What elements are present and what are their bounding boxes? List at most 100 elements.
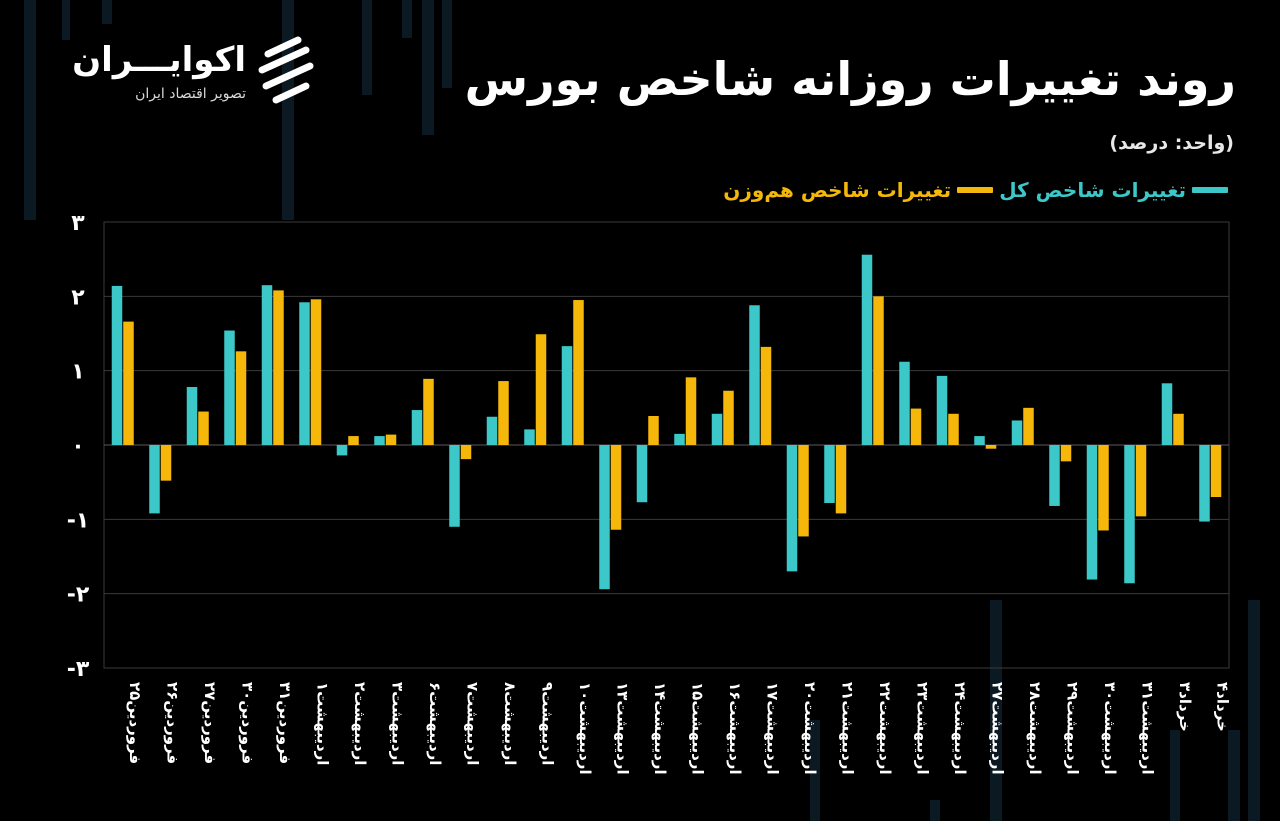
x-tick-label: ۲۰اردیبهشت bbox=[801, 682, 819, 775]
brand-logo: اکوایـــران تصویر اقتصاد ایران bbox=[48, 36, 318, 116]
bar-total-index bbox=[149, 445, 160, 514]
bar-equal-weight bbox=[535, 334, 547, 445]
bar-equal-weight bbox=[985, 445, 997, 449]
y-tick-label: ۲ bbox=[71, 285, 85, 310]
y-tick-label: ۱ bbox=[71, 360, 84, 385]
x-tick-label: ۱۷اردیبهشت bbox=[763, 682, 781, 775]
bar-equal-weight bbox=[835, 445, 847, 514]
bar-total-index bbox=[449, 445, 460, 527]
bar-equal-weight bbox=[910, 408, 922, 445]
x-tick-label: ۳خرداد bbox=[1176, 682, 1194, 732]
x-tick-label: ۲۶فروردین bbox=[163, 682, 181, 764]
chart-title: روند تغییرات روزانه شاخص بورس bbox=[464, 52, 1236, 106]
x-tick-label: ۲۱اردیبهشت bbox=[838, 682, 856, 775]
brand-name: اکوایـــران bbox=[72, 40, 246, 80]
x-tick-label: ۲۳اردیبهشت bbox=[913, 682, 931, 775]
x-tick-label: ۲۵فروردین bbox=[126, 682, 144, 764]
bar-total-index bbox=[974, 436, 985, 445]
bar-equal-weight bbox=[648, 416, 659, 445]
bar-equal-weight bbox=[198, 411, 209, 445]
x-tick-label: ۲۷فروردین bbox=[201, 682, 219, 764]
legend-item-total-index: تغییرات شاخص کل bbox=[999, 178, 1228, 202]
x-tick-label: ۳۱اردیبهشت bbox=[1138, 682, 1156, 775]
ekoiran-logo-icon bbox=[258, 36, 314, 104]
bar-equal-weight bbox=[235, 351, 247, 445]
bar-total-index bbox=[599, 445, 610, 590]
bar-total-index bbox=[1086, 445, 1098, 580]
x-tick-label: ۲۸اردیبهشت bbox=[1026, 682, 1044, 775]
bar-equal-weight bbox=[685, 377, 697, 445]
bar-equal-weight bbox=[160, 445, 172, 481]
bar-equal-weight bbox=[610, 445, 622, 530]
bar-total-index bbox=[674, 433, 685, 445]
bar-total-index bbox=[824, 445, 835, 503]
bar-equal-weight bbox=[273, 290, 284, 445]
x-tick-label: ۱۴اردیبهشت bbox=[651, 682, 669, 775]
bar-equal-weight bbox=[1098, 445, 1109, 531]
legend-swatch-total-index bbox=[1192, 187, 1228, 193]
bar-total-index bbox=[786, 445, 798, 572]
x-tick-label: ۸اردیبهشت bbox=[501, 682, 519, 765]
x-tick-label: ۷اردیبهشت bbox=[463, 682, 481, 765]
bar-equal-weight bbox=[423, 378, 434, 445]
x-tick-label: ۲۷اردیبهشت bbox=[988, 682, 1006, 775]
x-tick-label: ۹اردیبهشت bbox=[538, 682, 556, 765]
bar-total-index bbox=[261, 285, 273, 445]
y-tick-label: -۲ bbox=[67, 583, 90, 608]
bar-total-index bbox=[1011, 420, 1023, 445]
bar-total-index bbox=[411, 410, 423, 445]
x-tick-label: ۱۵اردیبهشت bbox=[688, 682, 706, 775]
x-tick-label: ۲۹اردیبهشت bbox=[1063, 682, 1081, 775]
x-tick-label: ۲اردیبهشت bbox=[351, 682, 369, 765]
unit-label: (واحد: درصد) bbox=[1109, 132, 1234, 154]
x-tick-label: ۳۱فروردین bbox=[276, 682, 294, 764]
x-tick-label: ۲۲اردیبهشت bbox=[876, 682, 894, 775]
bar-equal-weight bbox=[873, 296, 884, 445]
bar-total-index bbox=[1161, 383, 1173, 445]
x-tick-label: ۱۳اردیبهشت bbox=[613, 682, 631, 775]
bar-equal-weight bbox=[1060, 445, 1072, 462]
x-tick-label: ۱۶اردیبهشت bbox=[726, 682, 744, 775]
bar-equal-weight bbox=[385, 434, 397, 445]
bar-total-index bbox=[749, 305, 760, 445]
bar-total-index bbox=[374, 436, 385, 445]
legend: تغییرات شاخص کل تغییرات شاخص هم‌وزن bbox=[723, 178, 1228, 202]
bar-equal-weight bbox=[1173, 413, 1184, 445]
x-tick-label: ۱۰اردیبهشت bbox=[576, 682, 594, 775]
x-tick-label: ۴خرداد bbox=[1213, 682, 1231, 732]
bar-equal-weight bbox=[310, 299, 322, 445]
bar-total-index bbox=[561, 346, 573, 445]
x-tick-label: ۳۰فروردین bbox=[238, 682, 256, 764]
brand-subtitle: تصویر اقتصاد ایران bbox=[135, 86, 246, 102]
bar-total-index bbox=[636, 445, 648, 503]
bar-total-index bbox=[936, 375, 948, 445]
bar-total-index bbox=[299, 302, 310, 445]
bar-total-index bbox=[524, 429, 535, 445]
bar-total-index bbox=[711, 413, 723, 445]
bar-total-index bbox=[336, 445, 348, 456]
y-tick-label: ۰ bbox=[71, 434, 84, 459]
bar-equal-weight bbox=[948, 413, 959, 445]
x-tick-label: ۳۰اردیبهشت bbox=[1101, 682, 1119, 775]
x-tick-label: ۳اردیبهشت bbox=[388, 682, 406, 765]
x-tick-label: ۱اردیبهشت bbox=[313, 682, 331, 765]
y-tick-label: -۳ bbox=[67, 657, 90, 682]
bar-equal-weight bbox=[123, 321, 134, 445]
legend-label-equal-weight: تغییرات شاخص هم‌وزن bbox=[723, 178, 952, 202]
bar-equal-weight bbox=[760, 346, 772, 445]
bar-equal-weight bbox=[573, 300, 584, 445]
bar-total-index bbox=[1124, 445, 1135, 584]
bar-total-index bbox=[861, 254, 873, 445]
bar-equal-weight bbox=[1023, 407, 1034, 445]
bar-total-index bbox=[224, 330, 235, 445]
x-tick-label: ۲۴اردیبهشت bbox=[951, 682, 969, 775]
legend-label-total-index: تغییرات شاخص کل bbox=[999, 178, 1186, 202]
x-tick-label: ۶اردیبهشت bbox=[426, 682, 444, 765]
bar-equal-weight bbox=[723, 390, 734, 445]
bar-equal-weight bbox=[498, 381, 509, 445]
bar-total-index bbox=[1199, 445, 1210, 522]
y-tick-label: ۳ bbox=[71, 211, 85, 236]
